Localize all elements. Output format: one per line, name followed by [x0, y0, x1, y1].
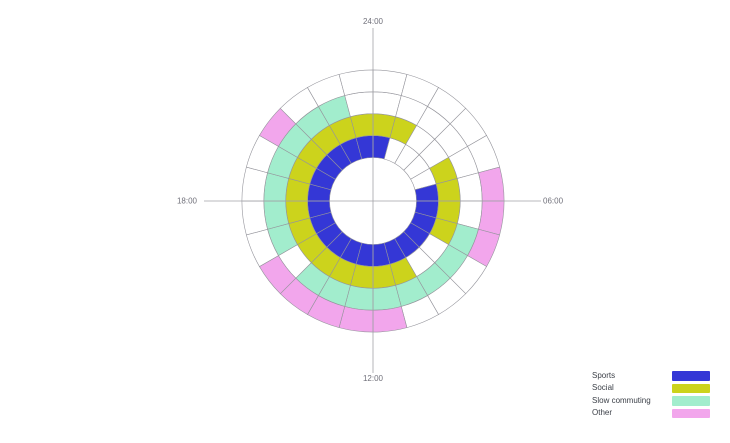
legend-label-social: Social — [592, 383, 614, 393]
legend-swatch-sports — [672, 371, 710, 381]
chart-cell-h17-other — [241, 200, 268, 236]
axis-label-right: 06:00 — [543, 197, 564, 206]
legend-label-slow-commuting: Slow commuting — [592, 395, 651, 405]
legend-swatch-slow-commuting — [672, 396, 710, 406]
chart-cell-h18-other — [241, 166, 268, 202]
chart-cell-h0-other — [372, 69, 408, 96]
legend-label-other: Other — [592, 408, 613, 418]
chart-cell-h11-other — [372, 306, 408, 333]
axis-label-bottom: 12:00 — [363, 374, 384, 383]
chart-cell-h12-other — [338, 306, 374, 333]
chart-cell-h23-other — [338, 69, 374, 96]
axis-label-left: 18:00 — [177, 197, 198, 206]
legend-label-sports: Sports — [592, 371, 616, 380]
legend-item-social[interactable]: Social — [592, 382, 710, 394]
chart-cell-h6-other — [478, 200, 505, 236]
legend-item-sports[interactable]: Sports — [592, 370, 710, 382]
legend-swatch-social — [672, 383, 710, 394]
legend-swatch-other — [672, 408, 710, 419]
legend-item-slow-commuting[interactable]: Slow commuting — [592, 395, 710, 407]
chart-cell-h5-other — [478, 166, 505, 202]
polar-grid-cells — [241, 69, 505, 333]
legend: Sports Social Slow commuting Other — [592, 370, 710, 420]
legend-item-other[interactable]: Other — [592, 407, 710, 419]
axis-label-top: 24:00 — [363, 17, 384, 26]
